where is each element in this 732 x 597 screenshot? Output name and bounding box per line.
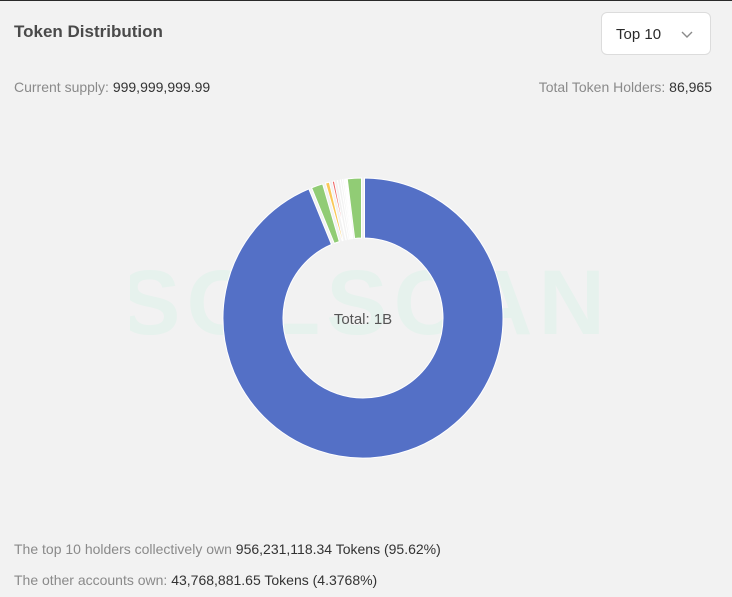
donut-slice-8[interactable]	[343, 178, 353, 240]
chart-center-label: Total: 1B	[333, 311, 393, 328]
donut-slice-10[interactable]	[345, 178, 354, 240]
top-n-select[interactable]: Top 10	[601, 12, 711, 55]
total-holders-value: 86,965	[669, 79, 712, 95]
current-supply: Current supply: 999,999,999.99	[14, 79, 210, 95]
other-accounts-label: The other accounts own:	[14, 572, 168, 588]
current-supply-label: Current supply:	[14, 79, 109, 95]
donut-slice-4[interactable]	[331, 180, 347, 241]
donut-slice-11[interactable]	[346, 177, 362, 239]
donut-slice-3[interactable]	[325, 181, 344, 242]
section-title: Token Distribution	[14, 22, 163, 41]
chevron-down-icon	[681, 31, 693, 38]
total-holders-label: Total Token Holders:	[538, 79, 666, 95]
top-holders-value: 956,231,118.34 Tokens (95.62%)	[235, 541, 441, 557]
donut-slice-7[interactable]	[341, 179, 352, 240]
total-holders: Total Token Holders: 86,965	[539, 79, 712, 95]
donut-slice-5[interactable]	[336, 179, 349, 240]
other-accounts-value: 43,768,881.65 Tokens (4.3768%)	[171, 572, 378, 588]
top-holders-summary: The top 10 holders collectively own 956,…	[14, 541, 441, 557]
top-holders-label: The top 10 holders collectively own	[14, 541, 232, 557]
donut-slice-2[interactable]	[311, 183, 340, 244]
donut-slice-6[interactable]	[339, 179, 351, 240]
select-value: Top 10	[616, 26, 662, 43]
top-border	[0, 0, 732, 1]
other-accounts-summary: The other accounts own: 43,768,881.65 To…	[14, 572, 377, 588]
current-supply-value: 999,999,999.99	[112, 79, 211, 95]
donut-slice-1[interactable]	[222, 177, 504, 459]
